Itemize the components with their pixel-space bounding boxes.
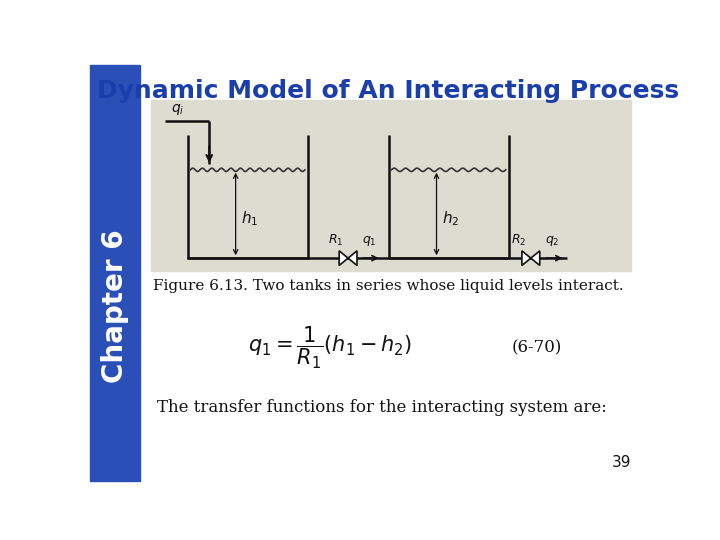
Text: (6-70): (6-70) [511,339,562,356]
Bar [90,65,140,481]
Bar [151,100,631,271]
Text: $q_1 = \dfrac{1}{R_1}(h_1 - h_2)$: $q_1 = \dfrac{1}{R_1}(h_1 - h_2)$ [248,325,412,370]
Polygon shape [339,251,348,266]
Text: $q_i$: $q_i$ [171,102,184,117]
Text: $h_1$: $h_1$ [241,209,258,228]
Text: 39: 39 [612,455,631,470]
Polygon shape [522,251,531,266]
Polygon shape [531,251,540,266]
Polygon shape [348,251,357,266]
Text: The transfer functions for the interacting system are:: The transfer functions for the interacti… [157,400,607,416]
Text: Dynamic Model of An Interacting Process: Dynamic Model of An Interacting Process [97,79,680,103]
Text: $R_2$: $R_2$ [511,233,526,248]
Text: Figure 6.13. Two tanks in series whose liquid levels interact.: Figure 6.13. Two tanks in series whose l… [153,279,624,293]
Text: $q_1$: $q_1$ [362,234,377,248]
Text: $R_1$: $R_1$ [328,233,343,248]
Text: $h_2$: $h_2$ [442,209,459,228]
Text: $q_2$: $q_2$ [545,234,559,248]
Text: Chapter 6: Chapter 6 [101,229,129,383]
